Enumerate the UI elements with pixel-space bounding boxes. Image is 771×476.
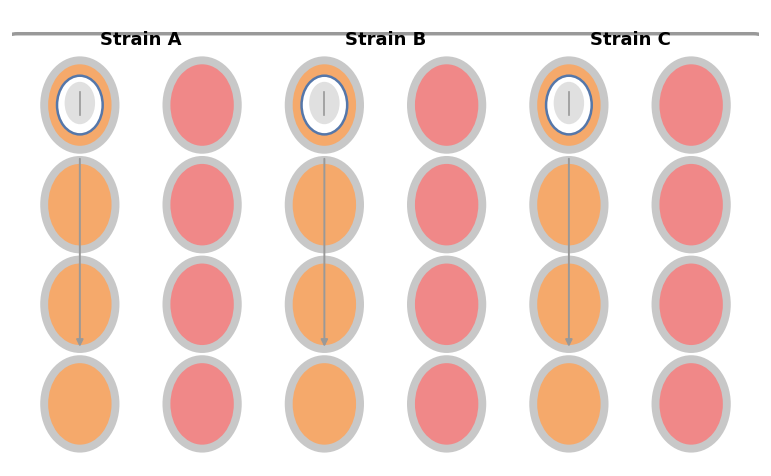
Text: Strain A: Strain A [100, 31, 182, 50]
Ellipse shape [651, 356, 731, 453]
Ellipse shape [529, 157, 608, 254]
Ellipse shape [537, 363, 601, 445]
Ellipse shape [284, 356, 364, 453]
Ellipse shape [651, 256, 731, 353]
Ellipse shape [301, 77, 347, 135]
Ellipse shape [529, 356, 608, 453]
Ellipse shape [651, 157, 731, 254]
Ellipse shape [415, 165, 478, 246]
Ellipse shape [659, 165, 723, 246]
Ellipse shape [293, 264, 356, 345]
Ellipse shape [170, 264, 234, 345]
Ellipse shape [407, 157, 487, 254]
Ellipse shape [284, 157, 364, 254]
Ellipse shape [57, 77, 103, 135]
Ellipse shape [40, 356, 120, 453]
Ellipse shape [659, 65, 723, 147]
Ellipse shape [537, 65, 601, 147]
Ellipse shape [659, 363, 723, 445]
FancyBboxPatch shape [0, 35, 771, 475]
Ellipse shape [407, 356, 487, 453]
Ellipse shape [415, 264, 478, 345]
Ellipse shape [537, 165, 601, 246]
Ellipse shape [40, 157, 120, 254]
Ellipse shape [40, 57, 120, 154]
Ellipse shape [48, 264, 112, 345]
Ellipse shape [407, 256, 487, 353]
Ellipse shape [529, 57, 608, 154]
Ellipse shape [415, 65, 478, 147]
Ellipse shape [48, 165, 112, 246]
Ellipse shape [293, 363, 356, 445]
Ellipse shape [529, 256, 608, 353]
Ellipse shape [170, 65, 234, 147]
Ellipse shape [659, 264, 723, 345]
Ellipse shape [651, 57, 731, 154]
Ellipse shape [163, 57, 242, 154]
Text: Strain C: Strain C [590, 31, 671, 50]
Ellipse shape [537, 264, 601, 345]
Ellipse shape [309, 83, 339, 125]
Ellipse shape [65, 83, 95, 125]
Ellipse shape [40, 256, 120, 353]
Ellipse shape [284, 256, 364, 353]
Ellipse shape [163, 356, 242, 453]
Ellipse shape [293, 165, 356, 246]
Ellipse shape [546, 77, 591, 135]
Ellipse shape [163, 157, 242, 254]
Ellipse shape [170, 363, 234, 445]
Ellipse shape [170, 165, 234, 246]
Ellipse shape [48, 65, 112, 147]
Ellipse shape [284, 57, 364, 154]
Ellipse shape [163, 256, 242, 353]
Ellipse shape [48, 363, 112, 445]
Text: Strain B: Strain B [345, 31, 426, 50]
Ellipse shape [407, 57, 487, 154]
Ellipse shape [554, 83, 584, 125]
Ellipse shape [415, 363, 478, 445]
Ellipse shape [293, 65, 356, 147]
